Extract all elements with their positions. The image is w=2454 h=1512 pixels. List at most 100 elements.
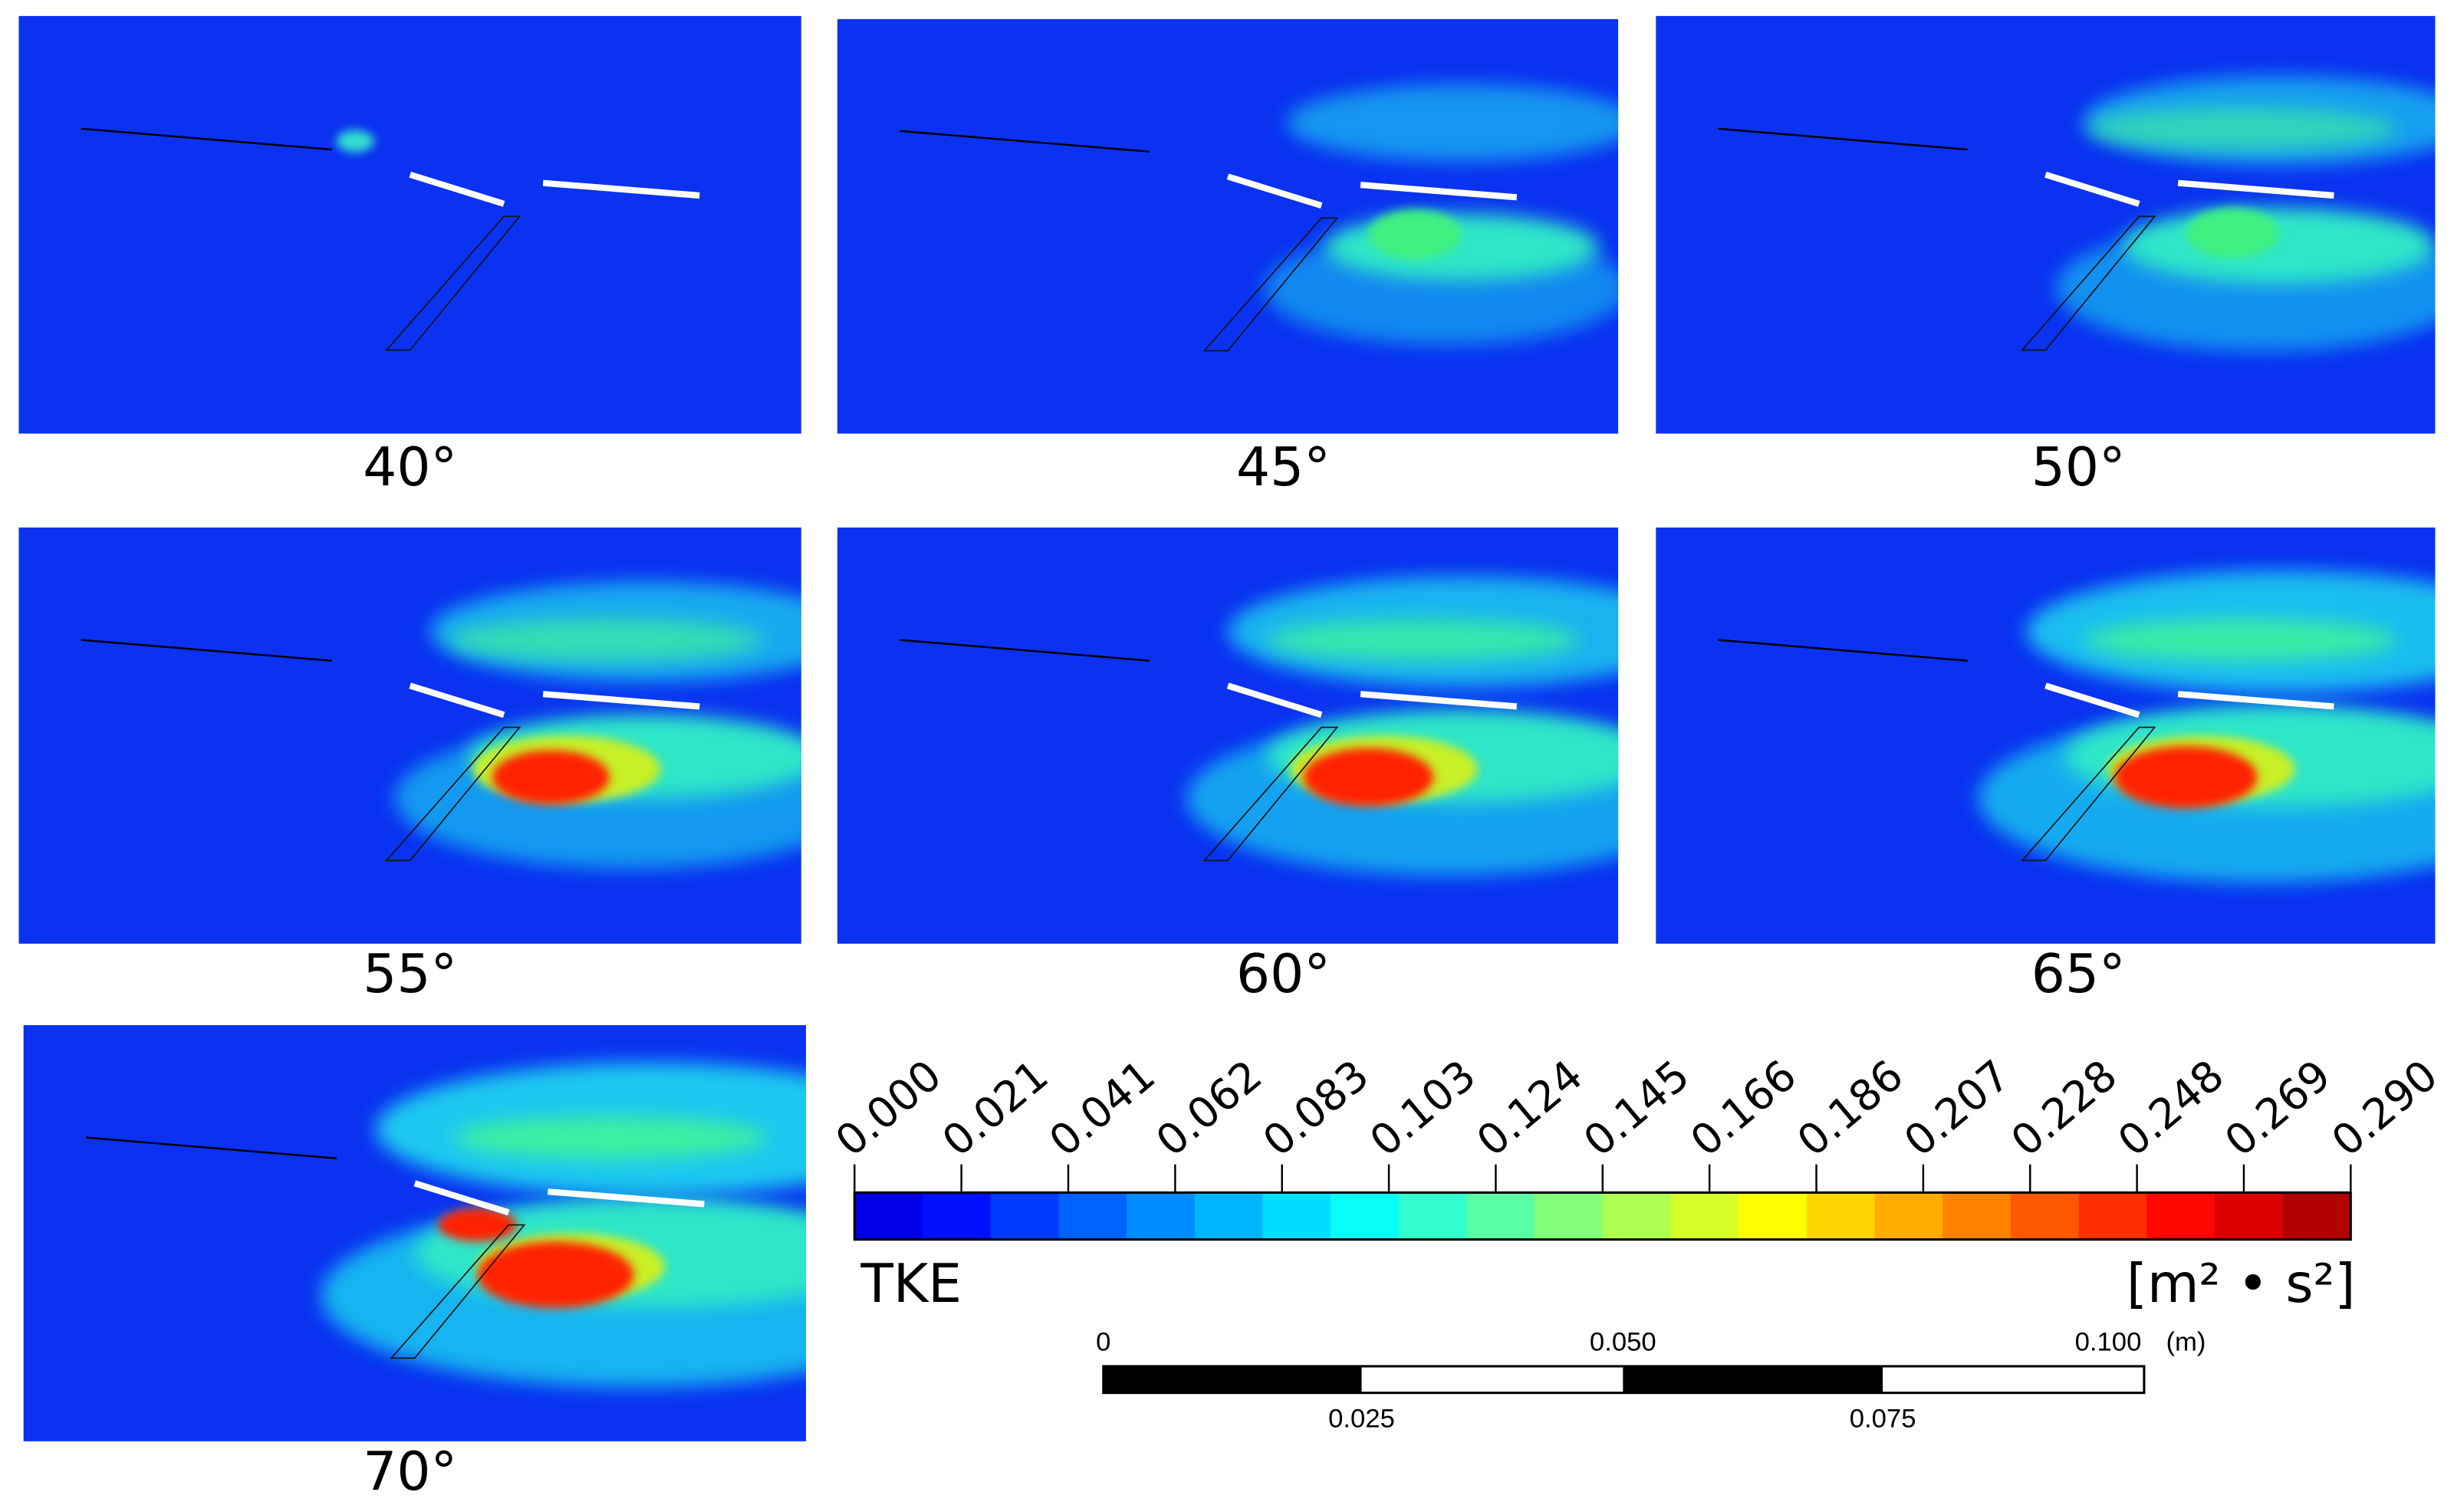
contour-field (837, 528, 1619, 944)
scale-bar: 0 0.050 0.100 (m) 0.025 0.075 (1096, 1328, 2206, 1434)
colorbar-tick-label: 0.145 (1574, 1050, 1699, 1165)
colorbar-tick-label: 0.124 (1468, 1050, 1592, 1165)
contour-panel: 40° (18, 15, 801, 498)
plume (477, 1241, 634, 1309)
colorbar-segment (1466, 1192, 1536, 1240)
panel-label: 60° (1236, 944, 1331, 1005)
plume (2084, 107, 2396, 150)
plume (1266, 619, 1580, 661)
plate (1360, 691, 1518, 710)
colorbar-tick-label: 0.021 (933, 1050, 1058, 1165)
plume (1303, 748, 1434, 807)
scale-label: 0.050 (1590, 1328, 1656, 1357)
plume (1286, 84, 1619, 162)
colorbar-segment (1398, 1192, 1468, 1240)
colorbar-tick-label: 0.083 (1254, 1050, 1378, 1165)
deflector (385, 215, 521, 351)
colorbar-segment (1670, 1192, 1740, 1240)
deflector (2021, 215, 2156, 351)
inlet-line (900, 639, 1150, 662)
deflector (1202, 217, 1339, 352)
contour-field (1656, 15, 2436, 434)
plume (492, 750, 610, 805)
contour-panel: 60° (837, 528, 1619, 1005)
colorbar-segment (2282, 1192, 2352, 1240)
plume (1368, 209, 1462, 260)
colorbar-segment (2146, 1192, 2216, 1240)
plate (2044, 171, 2140, 207)
deflector (390, 1224, 526, 1359)
contour-field (1656, 528, 2436, 944)
inlet-line (1718, 639, 1968, 662)
colorbar-tick-label: 0.186 (1788, 1050, 1913, 1165)
colorbar-tick-label: 0.041 (1040, 1050, 1164, 1165)
colorbar-segment (1262, 1192, 1332, 1240)
plume (2186, 208, 2280, 258)
plume (2084, 619, 2396, 661)
plate (2177, 179, 2334, 199)
colorbar-segment (1127, 1192, 1196, 1240)
colorbar-segment (1535, 1192, 1604, 1240)
contour-panel: 50° (1656, 15, 2436, 498)
colorbar-segment (1331, 1192, 1400, 1240)
colorbar: TKE [m² • s²] 0.0000.0210.0410.0620.0830… (826, 1050, 2446, 1315)
inlet-line (86, 1136, 337, 1159)
plate (409, 682, 505, 718)
plate (1226, 682, 1323, 718)
scale-label: 0.100 (2075, 1328, 2142, 1357)
colorbar-tick-label: 0.103 (1360, 1050, 1485, 1165)
colorbar-tick-label: 0.166 (1681, 1050, 1805, 1165)
deflector (1202, 726, 1339, 862)
colorbar-tick-label: 0.269 (2216, 1050, 2340, 1165)
plate (547, 1188, 705, 1208)
colorbar-segment (1942, 1192, 2012, 1240)
scale-bar-segment (1103, 1366, 1362, 1393)
panel-label: 45° (1236, 437, 1331, 498)
panel-label: 70° (363, 1441, 457, 1503)
colorbar-title: TKE (860, 1254, 962, 1315)
plume (2123, 208, 2436, 284)
colorbar-tick-label: 0.228 (2002, 1050, 2126, 1165)
inlet-line (81, 639, 332, 662)
scale-label: 0.075 (1850, 1405, 1916, 1434)
panel-label: 55° (363, 944, 457, 1005)
colorbar-tick-label: 0.248 (2109, 1050, 2233, 1165)
plume (336, 130, 374, 153)
inlet-line (1718, 127, 1968, 151)
plume (1325, 213, 1599, 281)
contour-field (837, 18, 1619, 434)
colorbar-segment (1874, 1192, 1944, 1240)
plume (449, 619, 762, 661)
colorbar-segment (1806, 1192, 1876, 1240)
scale-unit: (m) (2166, 1328, 2206, 1357)
plate (1360, 182, 1518, 201)
colorbar-tick-label: 0.000 (826, 1050, 950, 1165)
contour-field (18, 15, 801, 434)
colorbar-segment (1194, 1192, 1264, 1240)
plate (2044, 682, 2140, 718)
contour-panel: 55° (18, 528, 801, 1005)
scale-label: 0 (1096, 1328, 1110, 1357)
contour-panel: 70° (23, 1025, 807, 1503)
colorbar-segment (1739, 1192, 1808, 1240)
colorbar-segment (1602, 1192, 1672, 1240)
contour-panel: 45° (837, 18, 1619, 498)
panels: 40° 45° 50° 55° 60° 65° 70° (18, 15, 2436, 1503)
contour-field (23, 1025, 807, 1441)
deflector (2021, 726, 2156, 862)
plate (2177, 691, 2334, 710)
plate (542, 691, 700, 710)
panel-label: 50° (2031, 437, 2126, 498)
plate (409, 171, 505, 207)
panel-label: 65° (2031, 944, 2126, 1005)
colorbar-segment (2010, 1192, 2080, 1240)
scale-label: 0.025 (1328, 1405, 1395, 1434)
colorbar-unit: [m² • s²] (2127, 1254, 2356, 1315)
colorbar-segment (2214, 1192, 2284, 1240)
colorbar-segment (922, 1192, 992, 1240)
plume (453, 1116, 767, 1159)
scale-bar-segment (1623, 1366, 1883, 1393)
deflector (385, 726, 521, 862)
inlet-line (900, 130, 1150, 153)
